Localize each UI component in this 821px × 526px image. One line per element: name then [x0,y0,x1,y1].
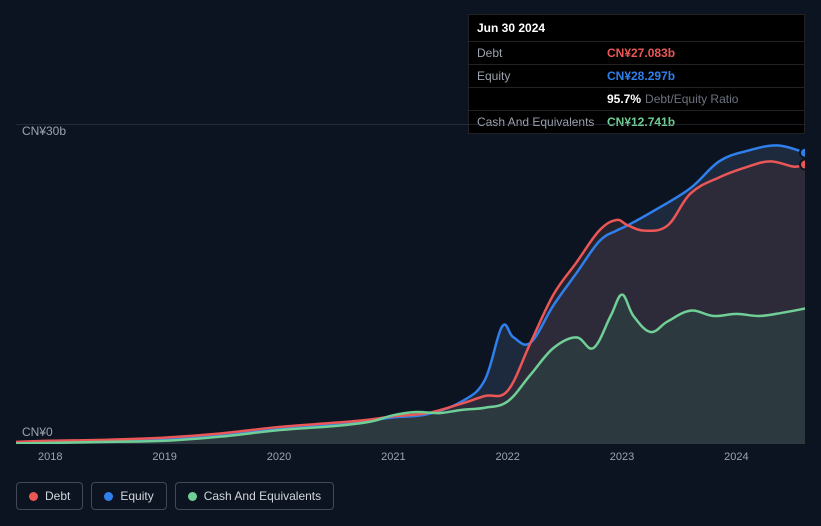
x-tick-label: 2019 [152,451,176,463]
x-tick-label: 2021 [381,451,405,463]
x-tick-label: 2020 [267,451,291,463]
x-tick-label: 2018 [38,451,62,463]
legend: Debt Equity Cash And Equivalents [16,482,334,510]
info-date: Jun 30 2024 [469,15,804,42]
legend-item[interactable]: Cash And Equivalents [175,482,334,510]
info-row-debt: Debt CN¥27.083b [469,42,804,65]
info-label: Debt [477,46,607,60]
info-box: Jun 30 2024 Debt CN¥27.083b Equity CN¥28… [468,14,805,134]
legend-item[interactable]: Debt [16,482,83,510]
ratio-pct: 95.7% [607,92,641,106]
info-label: Equity [477,69,607,83]
x-tick-label: 2022 [495,451,519,463]
info-value: CN¥27.083b [607,46,675,60]
legend-label: Cash And Equivalents [204,489,321,503]
chart-area [16,124,805,444]
legend-label: Equity [120,489,153,503]
x-tick-label: 2023 [610,451,634,463]
x-tick-label: 2024 [724,451,748,463]
legend-label: Debt [45,489,70,503]
info-value: CN¥28.297b [607,69,675,83]
info-row-ratio: 95.7% Debt/Equity Ratio [469,88,804,111]
info-row-equity: Equity CN¥28.297b [469,65,804,88]
legend-item[interactable]: Equity [91,482,166,510]
chart-svg [16,124,805,444]
legend-dot-icon [29,492,38,501]
x-axis: 2018 2019 2020 2021 2022 2023 2024 [16,451,805,471]
legend-dot-icon [104,492,113,501]
ratio-text: Debt/Equity Ratio [645,92,738,106]
legend-dot-icon [188,492,197,501]
